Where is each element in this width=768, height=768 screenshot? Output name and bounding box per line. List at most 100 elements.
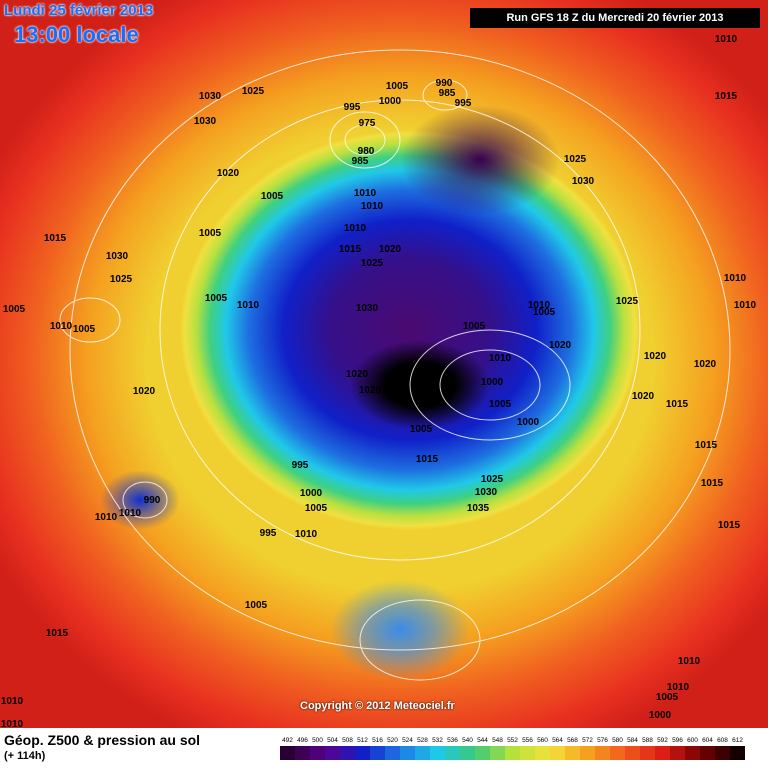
scale-label: 508 bbox=[342, 737, 353, 744]
scale-label: 612 bbox=[732, 737, 743, 744]
scale-label: 552 bbox=[507, 737, 518, 744]
scale-label: 496 bbox=[297, 737, 308, 744]
scale-label: 504 bbox=[327, 737, 338, 744]
scale-swatch bbox=[670, 746, 685, 760]
isobar-label: 995 bbox=[292, 460, 309, 471]
scale-label: 576 bbox=[597, 737, 608, 744]
scale-label: 588 bbox=[642, 737, 653, 744]
isobar-label: 1020 bbox=[217, 168, 240, 179]
isobar-label: 1005 bbox=[73, 324, 96, 335]
isobar-label: 1030 bbox=[199, 91, 222, 102]
scale-swatch bbox=[280, 746, 295, 760]
scale-label: 536 bbox=[447, 737, 458, 744]
isobar-label: 1010 bbox=[528, 300, 551, 311]
isobar-label: 1020 bbox=[133, 386, 156, 397]
isobar-label: 1005 bbox=[410, 424, 433, 435]
isobar-label: 1025 bbox=[361, 258, 384, 269]
isobar-label: 1020 bbox=[644, 351, 667, 362]
isobar-label: 1020 bbox=[346, 369, 369, 380]
isobar-label: 1030 bbox=[572, 176, 595, 187]
weather-map: 1010 1015 1030 1025 1030 1005 1000 990 985 995 995… bbox=[0, 0, 768, 728]
isobar-label: 985 bbox=[352, 156, 369, 167]
legend-bar: Géop. Z500 & pression au sol (+ 114h) 49… bbox=[0, 728, 768, 768]
isobar-label: 1025 bbox=[242, 86, 265, 97]
scale-swatch bbox=[340, 746, 355, 760]
scale-swatch bbox=[355, 746, 370, 760]
isobar-label: 995 bbox=[455, 98, 472, 109]
copyright: Copyright © 2012 Meteociel.fr bbox=[300, 700, 455, 712]
isobar-label: 1010 bbox=[734, 300, 757, 311]
scale-label: 584 bbox=[627, 737, 638, 744]
isobar-label: 1005 bbox=[533, 307, 556, 318]
scale-label: 528 bbox=[417, 737, 428, 744]
isobar-label: 1015 bbox=[695, 440, 718, 451]
isobar-label: 1030 bbox=[475, 487, 498, 498]
isobar-label: 1015 bbox=[701, 478, 724, 489]
scale-swatch bbox=[430, 746, 445, 760]
scale-label: 544 bbox=[477, 737, 488, 744]
isobar-label: 1020 bbox=[632, 391, 655, 402]
isobar-label: 1015 bbox=[416, 454, 439, 465]
scale-swatch bbox=[610, 746, 625, 760]
scale-label: 516 bbox=[372, 737, 383, 744]
scale-swatch bbox=[325, 746, 340, 760]
isobar-label: 990 bbox=[144, 495, 161, 506]
isobar-label: 1010 bbox=[361, 201, 384, 212]
run-info: Run GFS 18 Z du Mercredi 20 février 2013 bbox=[470, 8, 760, 28]
isobar-label: 1010 bbox=[715, 34, 738, 45]
scale-swatch bbox=[460, 746, 475, 760]
scale-label: 520 bbox=[387, 737, 398, 744]
isobar-label: 1005 bbox=[489, 399, 512, 410]
isobar-layer: 1010 1015 1030 1025 1030 1005 1000 990 985 995 995… bbox=[1, 34, 757, 728]
isobar-label: 1015 bbox=[46, 628, 69, 639]
scale-label: 604 bbox=[702, 737, 713, 744]
isobar-label: 975 bbox=[359, 118, 376, 129]
isobar-label: 1030 bbox=[194, 116, 217, 127]
scale-swatch bbox=[595, 746, 610, 760]
isobar-lines bbox=[59, 49, 731, 681]
isobar-label: 1010 bbox=[50, 321, 73, 332]
scale-label: 608 bbox=[717, 737, 728, 744]
isobar-label: 1010 bbox=[678, 656, 701, 667]
isobar-label: 1010 bbox=[344, 223, 367, 234]
scale-swatch bbox=[685, 746, 700, 760]
isobar-label: 995 bbox=[260, 528, 277, 539]
isobar-label: 1010 bbox=[1, 719, 24, 728]
scale-label: 524 bbox=[402, 737, 413, 744]
isobar-label: 1025 bbox=[616, 296, 639, 307]
scale-label: 560 bbox=[537, 737, 548, 744]
lead-time: (+ 114h) bbox=[4, 750, 46, 762]
color-scale: 492 496 500 504 508 512 516 520 524 528 532 536 540 5… bbox=[280, 737, 745, 760]
scale-label: 512 bbox=[357, 737, 368, 744]
isobar-label: 1015 bbox=[718, 520, 741, 531]
isobar-label: 1010 bbox=[295, 529, 318, 540]
scale-label: 500 bbox=[312, 737, 323, 744]
isobar-label: 1010 bbox=[237, 300, 260, 311]
isobar-label: 1030 bbox=[106, 251, 129, 262]
scale-swatch bbox=[565, 746, 580, 760]
scale-label: 540 bbox=[462, 737, 473, 744]
scale-swatch bbox=[400, 746, 415, 760]
date-title: Lundi 25 février 2013 bbox=[4, 2, 154, 19]
scale-label: 568 bbox=[567, 737, 578, 744]
isobar-label: 1025 bbox=[481, 474, 504, 485]
scale-swatch bbox=[700, 746, 715, 760]
isobar-label: 1000 bbox=[481, 377, 504, 388]
scale-swatch bbox=[715, 746, 730, 760]
isobar-label: 1030 bbox=[356, 303, 379, 314]
isobar-label: 1005 bbox=[205, 293, 228, 304]
isobar-label: 1020 bbox=[694, 359, 717, 370]
isobar-label: 1035 bbox=[467, 503, 490, 514]
isobar-label: 1010 bbox=[354, 188, 377, 199]
scale-swatch bbox=[475, 746, 490, 760]
scale-swatch bbox=[490, 746, 505, 760]
scale-swatch bbox=[370, 746, 385, 760]
isobar-label: 1000 bbox=[300, 488, 323, 499]
isobar-label: 1005 bbox=[656, 692, 679, 703]
scale-swatch bbox=[520, 746, 535, 760]
scale-label: 556 bbox=[522, 737, 533, 744]
isobar-label: 1005 bbox=[305, 503, 328, 514]
isobar-label: 1005 bbox=[463, 321, 486, 332]
isobar-label: 1010 bbox=[119, 508, 142, 519]
